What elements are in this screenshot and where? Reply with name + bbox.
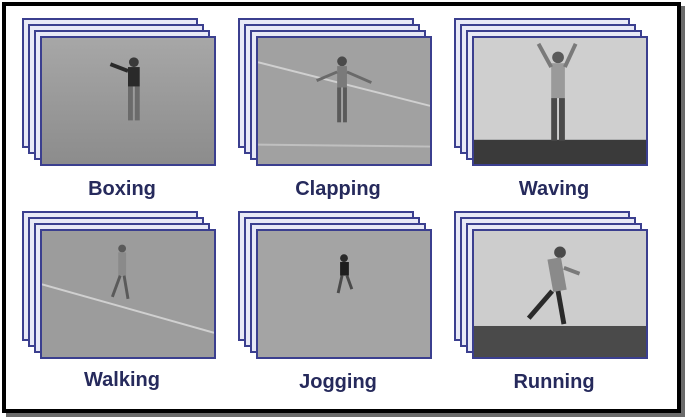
action-label-waving: Waving <box>518 178 590 200</box>
tile-jogging: Jogging <box>238 211 448 393</box>
frame-stack-boxing <box>22 18 232 168</box>
frame-stack-clapping <box>238 18 448 168</box>
action-label-clapping: Clapping <box>295 178 381 200</box>
action-label-running: Running <box>513 371 595 393</box>
clapping-video-frame <box>256 36 432 166</box>
tile-waving: Waving <box>454 18 664 200</box>
walking-video-frame <box>40 229 216 359</box>
figure-frame: Boxing Clapping <box>2 2 681 413</box>
jogging-video-frame <box>256 229 432 359</box>
tile-running: Running <box>454 211 664 393</box>
waving-video-frame <box>472 36 648 166</box>
frame-stack-running <box>454 211 664 361</box>
tile-walking: Walking <box>22 211 232 391</box>
action-label-jogging: Jogging <box>299 371 377 393</box>
frame-stack-walking <box>22 211 232 361</box>
frame-stack-waving <box>454 18 664 168</box>
running-video-frame <box>472 229 648 359</box>
action-label-boxing: Boxing <box>88 178 156 200</box>
tile-boxing: Boxing <box>22 18 232 200</box>
tile-clapping: Clapping <box>238 18 448 200</box>
boxing-video-frame <box>40 36 216 166</box>
frame-stack-jogging <box>238 211 448 361</box>
action-label-walking: Walking <box>84 369 160 391</box>
